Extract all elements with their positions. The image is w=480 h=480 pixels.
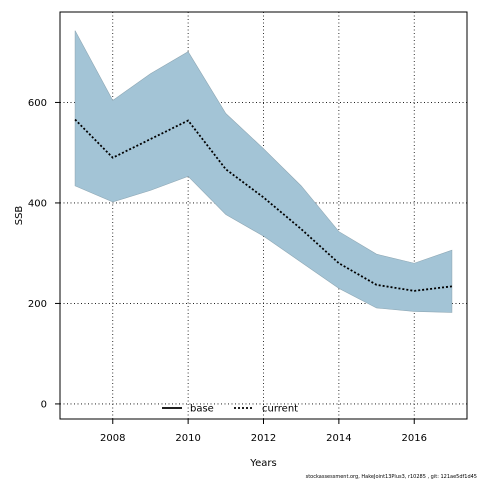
series-line-current: [74, 118, 453, 292]
legend-label-current: current: [262, 404, 298, 415]
y-axis-title: SSB: [14, 206, 25, 226]
y-tick-label: 600: [28, 98, 47, 109]
x-axis-ticks: 2008 2010 2012 2014 2016: [100, 419, 427, 444]
footnote: stockassessment.org, HakeJoint13Plus3, r…: [306, 474, 477, 480]
legend-label-base: base: [190, 404, 214, 415]
y-tick-label: 400: [28, 198, 47, 209]
series-line-layer: [74, 118, 453, 292]
x-tick-label: 2010: [175, 433, 200, 444]
x-tick-label: 2016: [402, 433, 427, 444]
legend: base current: [162, 404, 298, 415]
y-axis-ticks: 0 200 400 600: [28, 98, 60, 410]
x-axis-title: Years: [249, 458, 276, 469]
x-tick-label: 2008: [100, 433, 125, 444]
x-tick-label: 2012: [251, 433, 276, 444]
y-tick-label: 0: [41, 399, 47, 410]
confidence-band-current: [74, 30, 453, 313]
x-tick-label: 2014: [326, 433, 351, 444]
y-tick-label: 200: [28, 299, 47, 310]
confidence-band-layer: [74, 30, 453, 313]
